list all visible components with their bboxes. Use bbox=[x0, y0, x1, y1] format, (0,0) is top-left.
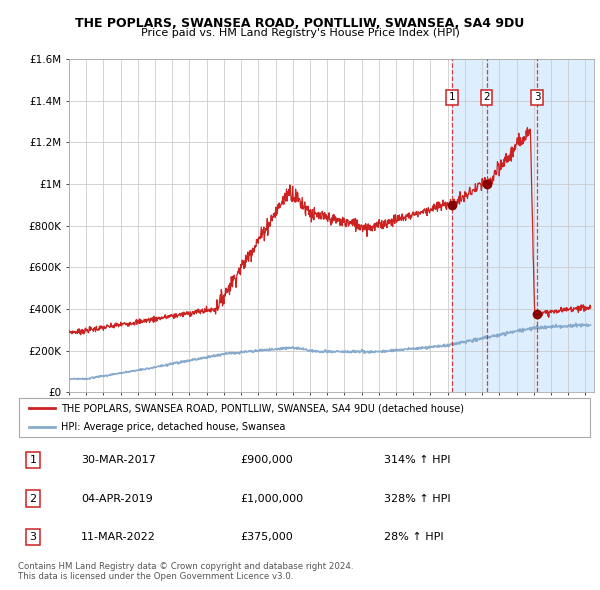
Text: 2: 2 bbox=[29, 494, 37, 503]
Text: 04-APR-2019: 04-APR-2019 bbox=[81, 494, 153, 503]
Text: 2: 2 bbox=[483, 93, 490, 102]
Text: 1: 1 bbox=[29, 455, 37, 465]
Text: 28% ↑ HPI: 28% ↑ HPI bbox=[384, 532, 443, 542]
Text: £1,000,000: £1,000,000 bbox=[240, 494, 303, 503]
FancyBboxPatch shape bbox=[19, 398, 590, 437]
Text: 30-MAR-2017: 30-MAR-2017 bbox=[81, 455, 156, 465]
Text: 3: 3 bbox=[534, 93, 541, 102]
Text: 1: 1 bbox=[449, 93, 455, 102]
Text: 328% ↑ HPI: 328% ↑ HPI bbox=[384, 494, 451, 503]
Text: £900,000: £900,000 bbox=[240, 455, 293, 465]
Text: Price paid vs. HM Land Registry's House Price Index (HPI): Price paid vs. HM Land Registry's House … bbox=[140, 28, 460, 38]
Text: Contains HM Land Registry data © Crown copyright and database right 2024.
This d: Contains HM Land Registry data © Crown c… bbox=[18, 562, 353, 581]
Text: 11-MAR-2022: 11-MAR-2022 bbox=[81, 532, 156, 542]
Text: £375,000: £375,000 bbox=[240, 532, 293, 542]
Text: THE POPLARS, SWANSEA ROAD, PONTLLIW, SWANSEA, SA4 9DU: THE POPLARS, SWANSEA ROAD, PONTLLIW, SWA… bbox=[76, 17, 524, 30]
Bar bbox=[452, 59, 594, 392]
Text: 3: 3 bbox=[29, 532, 37, 542]
Text: HPI: Average price, detached house, Swansea: HPI: Average price, detached house, Swan… bbox=[61, 422, 286, 432]
Text: THE POPLARS, SWANSEA ROAD, PONTLLIW, SWANSEA, SA4 9DU (detached house): THE POPLARS, SWANSEA ROAD, PONTLLIW, SWA… bbox=[61, 404, 464, 414]
Text: 314% ↑ HPI: 314% ↑ HPI bbox=[384, 455, 451, 465]
